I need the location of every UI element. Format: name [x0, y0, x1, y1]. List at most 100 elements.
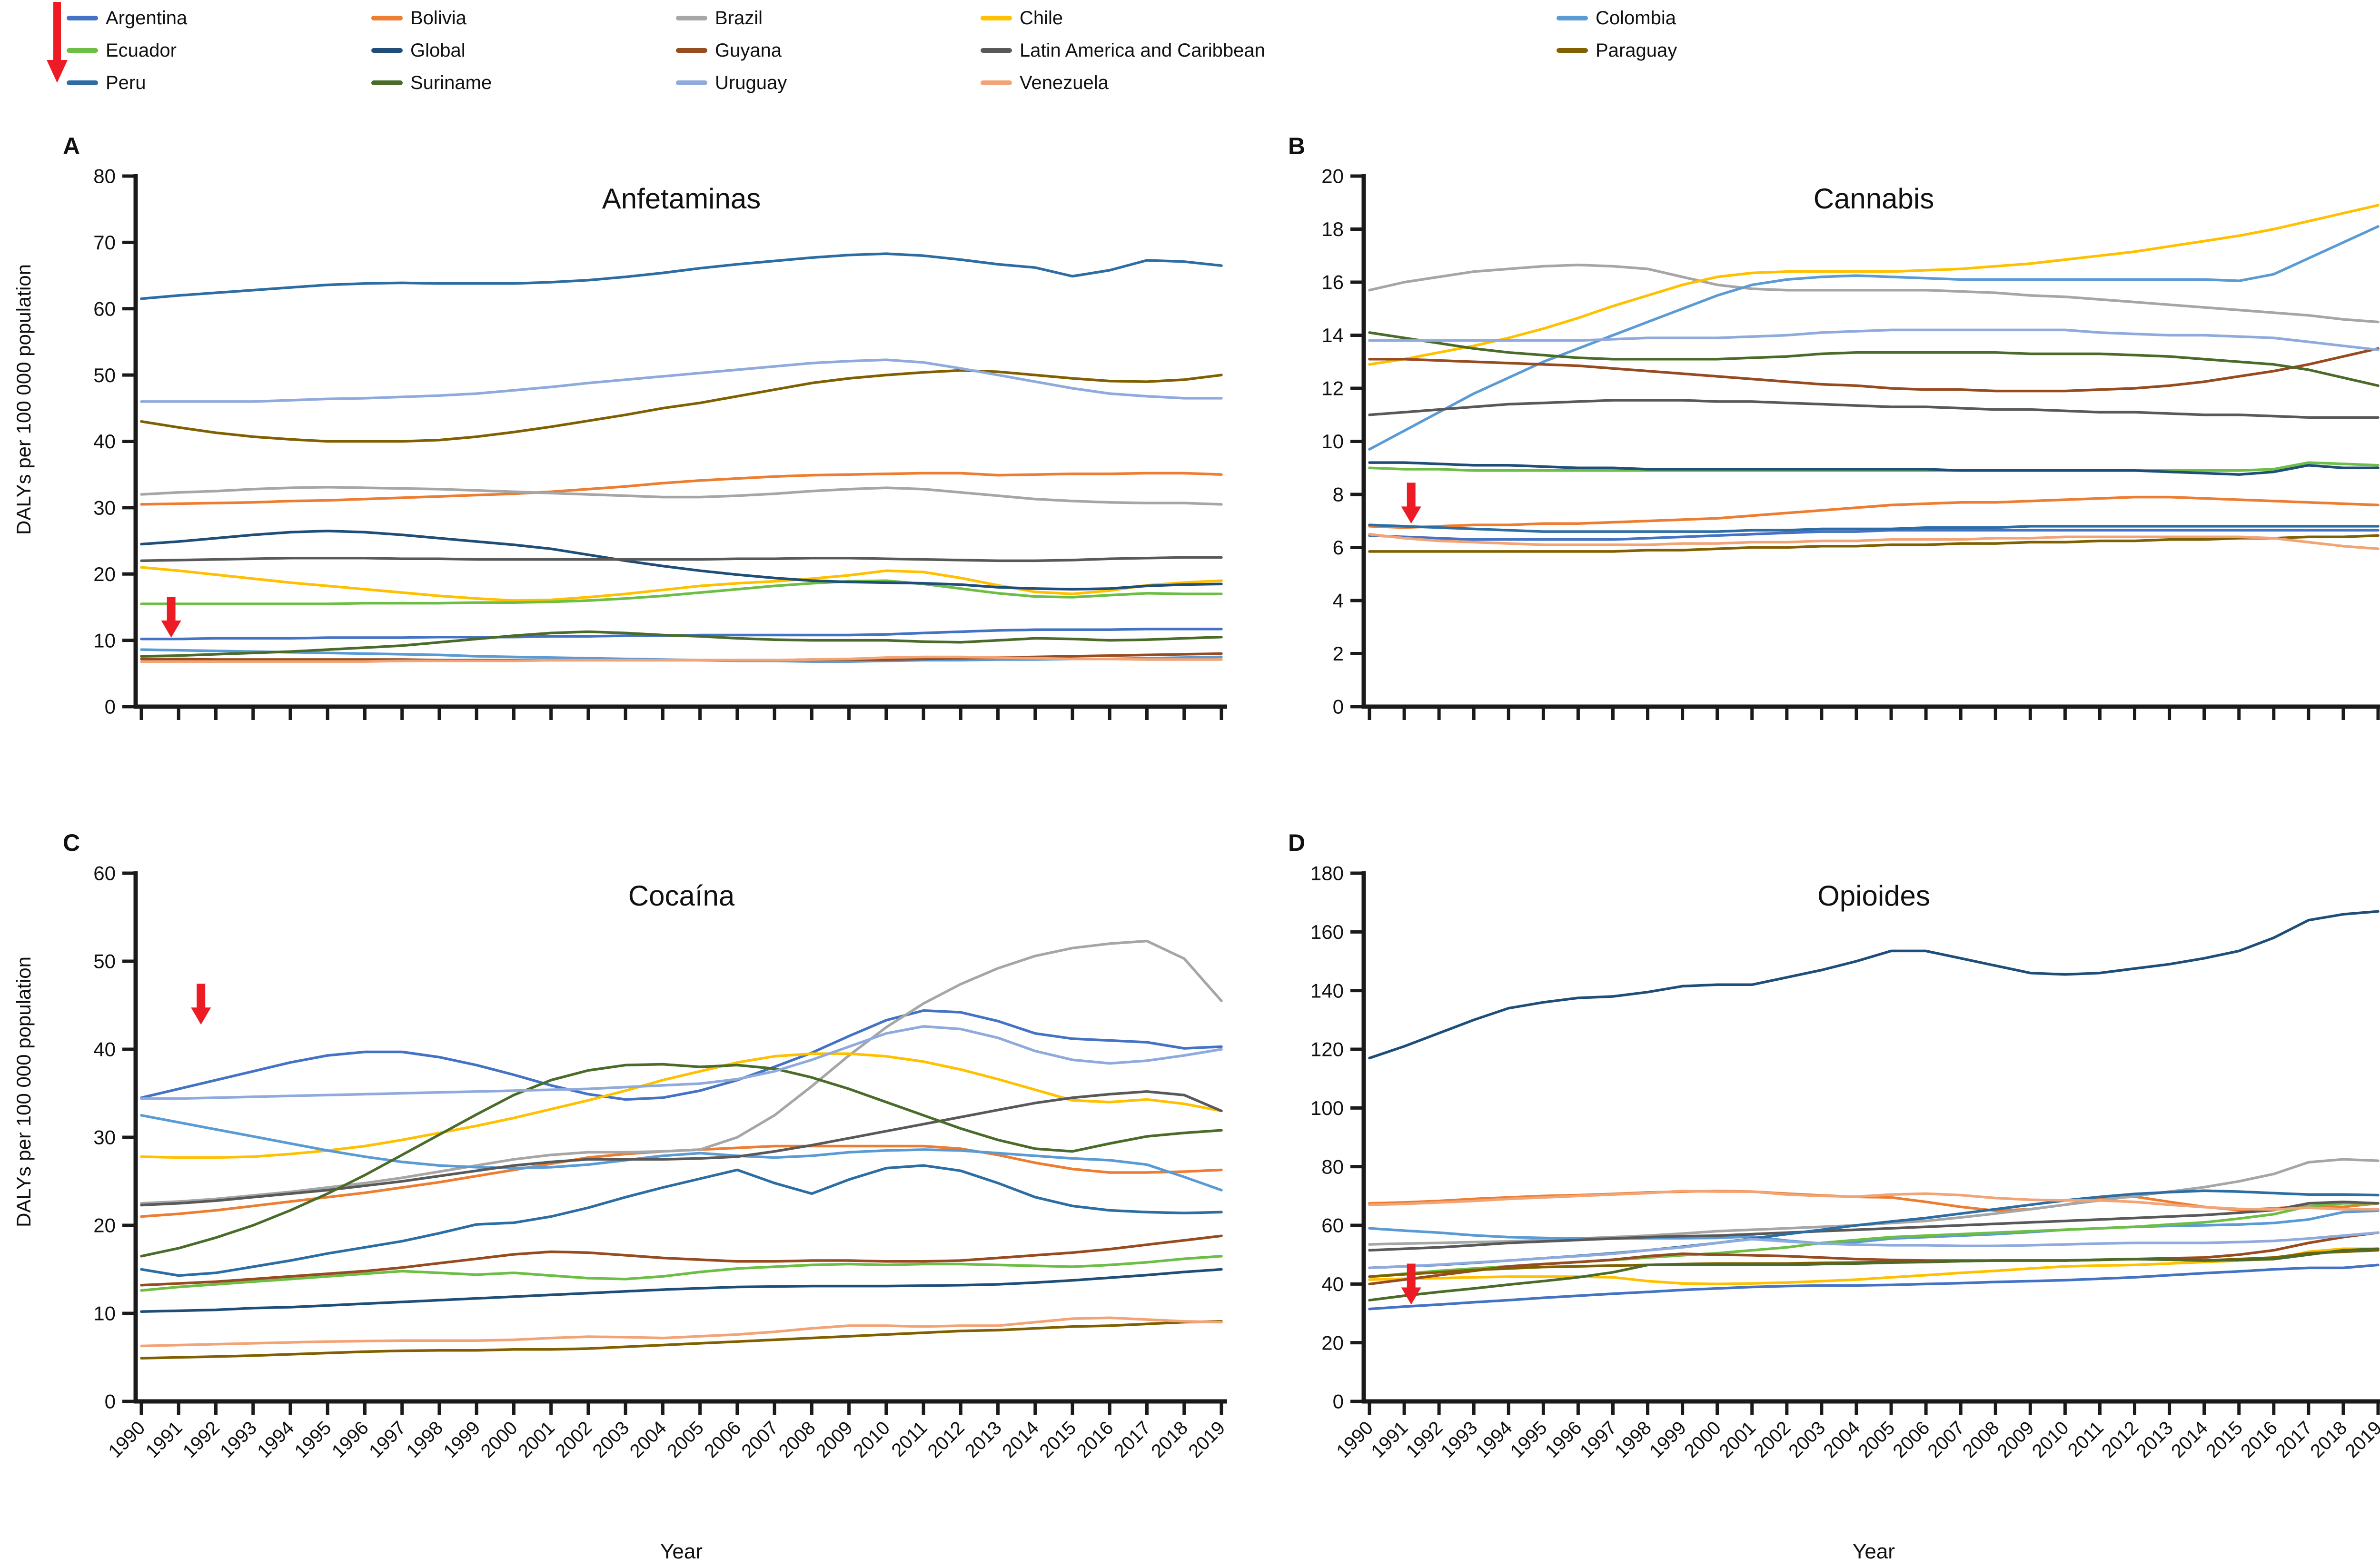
- x-tick-label: 2006: [700, 1417, 745, 1462]
- red-arrow-annotation: [191, 984, 211, 1025]
- series-line-uruguay: [1368, 328, 2380, 351]
- series-line-argentina: [1368, 1263, 2380, 1311]
- x-tick-label: 1998: [1611, 1417, 1656, 1462]
- y-tick-label: 20: [93, 1214, 116, 1237]
- panel-letter-d: D: [1288, 829, 1306, 856]
- y-tick-label: 20: [93, 563, 116, 585]
- x-tick-label: 1994: [1472, 1417, 1517, 1462]
- legend-label: Global: [410, 39, 466, 61]
- series-line-paraguay: [140, 369, 1223, 443]
- x-tick-label: 1990: [1332, 1417, 1377, 1462]
- chart-opioides: 0 20 40 60 80 100 120 140 160 180 1990199119921993…: [1310, 862, 2380, 1563]
- x-tick-label: 2015: [2202, 1417, 2247, 1462]
- legend-label: Suriname: [410, 72, 492, 93]
- legend-swatch: [371, 48, 403, 53]
- series-line-ecuador: [1368, 461, 2380, 472]
- legend-label: Venezuela: [1020, 72, 1109, 93]
- x-tick-label: 2017: [2271, 1417, 2316, 1462]
- x-tick-label: 2009: [1993, 1417, 2038, 1462]
- y-tick-label: 70: [93, 231, 116, 254]
- series-line-paraguay: [1368, 534, 2380, 553]
- x-axis-title: Year: [1853, 1540, 1895, 1563]
- y-tick-label: 4: [1333, 590, 1344, 612]
- x-tick-label: 2015: [1035, 1417, 1080, 1462]
- x-tick-label: 2017: [1110, 1417, 1155, 1462]
- y-tick-label: 120: [1310, 1038, 1344, 1061]
- x-tick-label: 2007: [1924, 1417, 1969, 1462]
- y-tick-label: 50: [93, 950, 116, 973]
- y-tick-label: 80: [93, 165, 116, 187]
- series-line-chile: [140, 566, 1223, 602]
- legend-swatch: [676, 16, 707, 20]
- y-tick-label: 12: [1321, 377, 1344, 400]
- series-line-brazil: [1368, 1158, 2380, 1246]
- x-tick-label: 1996: [328, 1417, 373, 1462]
- legend-swatch: [371, 80, 403, 85]
- series-line-ecuador: [140, 579, 1223, 605]
- x-tick-label: 2004: [626, 1417, 671, 1462]
- series-line-guyana: [1368, 347, 2380, 393]
- panel-cocaina: 0 10 20 30 40 50 60 1990 1991 1992 1993 1994 1995 199…: [57, 826, 1238, 1567]
- series-line-global: [140, 529, 1223, 591]
- legend-item-suriname: Suriname: [371, 70, 492, 95]
- series-line-chile: [1368, 204, 2380, 366]
- legend-swatch: [67, 16, 98, 20]
- chart-cocaina: 0102030405060199019911992199319941995199…: [93, 862, 1229, 1563]
- legend-swatch: [1557, 16, 1588, 20]
- x-tick-label: 2011: [887, 1417, 931, 1461]
- x-tick-label: 2006: [1889, 1417, 1934, 1462]
- legend-label: Ecuador: [106, 39, 177, 61]
- x-tick-label: 2009: [812, 1417, 857, 1462]
- series-line-guyana: [1368, 1231, 2380, 1286]
- y-tick-label: 180: [1310, 862, 1344, 885]
- x-tick-label: 2002: [1750, 1417, 1795, 1462]
- x-tick-label: 1999: [440, 1417, 485, 1462]
- legend-item-chile: Chile: [981, 6, 1063, 30]
- series-line-brazil: [140, 485, 1223, 506]
- legend-swatch: [676, 48, 707, 53]
- series-line-peru: [140, 1164, 1223, 1277]
- x-tick-label: 1994: [253, 1417, 298, 1462]
- legend-swatch: [981, 16, 1012, 20]
- series-line-suriname: [140, 630, 1223, 658]
- chart-anfetaminas: 0 10 20 30 40 50 60 70 80 Anfetaminas: [93, 165, 1227, 720]
- y-tick-label: 40: [93, 1038, 116, 1061]
- series-line-latin-america-and-caribbean: [140, 1090, 1223, 1207]
- series-line-global: [140, 1268, 1223, 1313]
- x-tick-label: 2014: [2167, 1417, 2212, 1462]
- y-tick-label: 30: [93, 1126, 116, 1149]
- legend-item-global: Global: [371, 38, 466, 63]
- legend-item-colombia: Colombia: [1557, 6, 1676, 30]
- y-tick-label: 10: [1321, 430, 1344, 453]
- series-line-peru: [1368, 523, 2380, 533]
- series-line-venezuela: [1368, 1190, 2380, 1211]
- legend-swatch: [67, 80, 98, 85]
- x-tick-label: 2008: [1959, 1417, 2003, 1462]
- x-tick-label: 2012: [2098, 1417, 2142, 1462]
- legend-label: Argentina: [106, 7, 188, 29]
- x-tick-label: 1995: [1507, 1417, 1551, 1462]
- legend-swatch: [1557, 48, 1588, 53]
- chart-title: Cocaína: [628, 880, 735, 912]
- x-tick-label: 2000: [477, 1417, 522, 1462]
- legend-item-peru: Peru: [67, 70, 146, 95]
- series-line-venezuela: [140, 655, 1223, 663]
- series-line-latin-america-and-caribbean: [140, 556, 1223, 562]
- legend-red-arrow-icon: [47, 2, 68, 83]
- panel-letter-b: B: [1288, 133, 1306, 159]
- legend-label: Latin America and Caribbean: [1020, 39, 1265, 61]
- series-line-guyana: [140, 1234, 1223, 1287]
- x-tick-label: 1997: [1576, 1417, 1621, 1462]
- legend-item-guyana: Guyana: [676, 38, 782, 63]
- x-tick-label: 1991: [142, 1417, 187, 1462]
- x-tick-label: 1996: [1541, 1417, 1586, 1462]
- x-tick-label: 2002: [551, 1417, 596, 1462]
- x-tick-label: 2013: [961, 1417, 1006, 1462]
- x-tick-label: 1999: [1646, 1417, 1690, 1462]
- y-tick-label: 10: [93, 629, 116, 651]
- x-tick-label: 2004: [1819, 1417, 1864, 1462]
- x-tick-label: 2001: [514, 1417, 559, 1462]
- legend-label: Uruguay: [715, 72, 787, 93]
- x-tick-label: 1997: [365, 1417, 410, 1462]
- x-tick-label: 2019: [2341, 1417, 2380, 1462]
